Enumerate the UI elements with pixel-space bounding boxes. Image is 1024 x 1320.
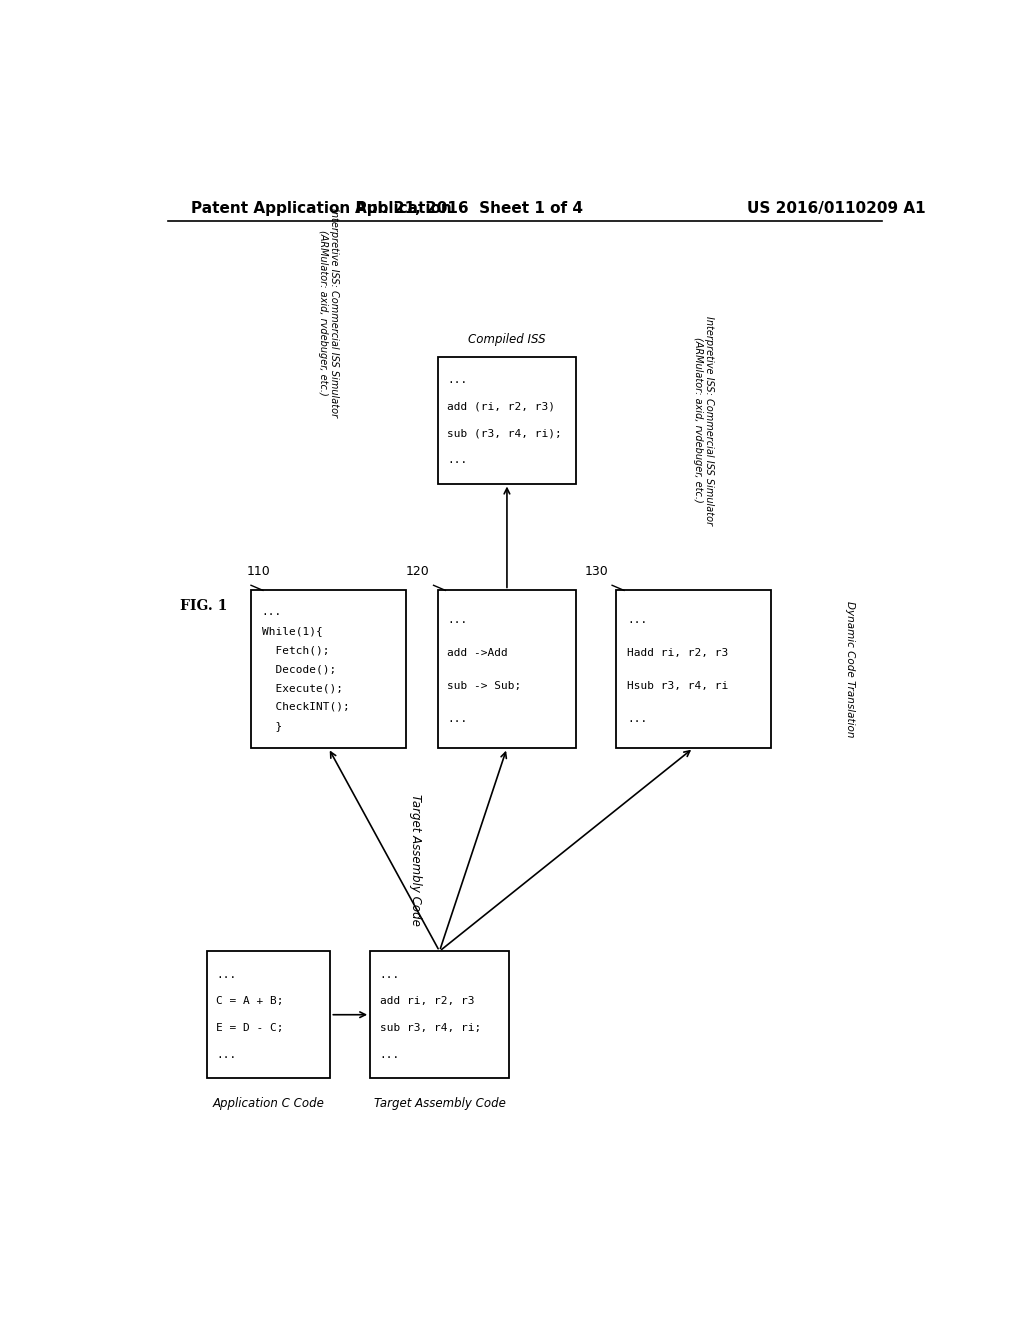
Text: ...: ... — [262, 607, 282, 618]
Text: FIG. 1: FIG. 1 — [179, 598, 227, 612]
Text: 110: 110 — [247, 565, 270, 578]
Text: ...: ... — [380, 970, 400, 979]
Text: Apr. 21, 2016  Sheet 1 of 4: Apr. 21, 2016 Sheet 1 of 4 — [355, 201, 584, 216]
Text: Decode();: Decode(); — [262, 664, 336, 675]
Text: ...: ... — [627, 615, 647, 624]
Bar — [616, 590, 771, 748]
Text: ...: ... — [380, 1049, 400, 1060]
Text: sub -> Sub;: sub -> Sub; — [447, 681, 521, 690]
Text: Target Assembly Code: Target Assembly Code — [410, 793, 422, 925]
Text: Patent Application Publication: Patent Application Publication — [191, 201, 453, 216]
Text: ...: ... — [216, 970, 237, 979]
Text: Hsub r3, r4, ri: Hsub r3, r4, ri — [627, 681, 728, 690]
Text: US 2016/0110209 A1: US 2016/0110209 A1 — [748, 201, 926, 216]
Text: Fetch();: Fetch(); — [262, 645, 330, 655]
Text: ...: ... — [447, 615, 468, 624]
Text: sub r3, r4, ri;: sub r3, r4, ri; — [380, 1023, 481, 1034]
Text: 130: 130 — [585, 565, 608, 578]
Text: 120: 120 — [406, 565, 430, 578]
Bar — [251, 590, 406, 748]
Text: Interpretive ISS: Commercial ISS Simulator
(ARMulator: axid, rvdebuger, etc.): Interpretive ISS: Commercial ISS Simulat… — [317, 209, 339, 417]
Text: E = D - C;: E = D - C; — [216, 1023, 284, 1034]
Text: Dynamic Code Translation: Dynamic Code Translation — [845, 601, 855, 738]
Text: ...: ... — [627, 714, 647, 723]
Text: add ri, r2, r3: add ri, r2, r3 — [380, 997, 474, 1006]
Bar — [437, 356, 577, 483]
Text: sub (r3, r4, ri);: sub (r3, r4, ri); — [447, 429, 562, 438]
Bar — [437, 590, 577, 748]
Text: Execute();: Execute(); — [262, 682, 343, 693]
Text: While(1){: While(1){ — [262, 626, 323, 636]
Text: CheckINT();: CheckINT(); — [262, 702, 349, 711]
Text: }: } — [262, 721, 282, 731]
Text: add ->Add: add ->Add — [447, 648, 508, 657]
Text: add (ri, r2, r3): add (ri, r2, r3) — [447, 401, 555, 412]
Text: Application C Code: Application C Code — [213, 1097, 325, 1110]
Text: C = A + B;: C = A + B; — [216, 997, 284, 1006]
Text: Hadd ri, r2, r3: Hadd ri, r2, r3 — [627, 648, 728, 657]
Text: ...: ... — [447, 375, 468, 385]
Text: Compiled ISS: Compiled ISS — [468, 334, 546, 346]
Text: ...: ... — [447, 714, 468, 723]
Text: Target Assembly Code: Target Assembly Code — [374, 1097, 506, 1110]
Text: ...: ... — [447, 455, 468, 465]
Text: Interpretive ISS: Commercial ISS Simulator
(ARMulator: axid, rvdebuger, etc.): Interpretive ISS: Commercial ISS Simulat… — [692, 315, 714, 524]
Text: ...: ... — [216, 1049, 237, 1060]
Bar — [370, 952, 509, 1078]
Bar — [207, 952, 331, 1078]
